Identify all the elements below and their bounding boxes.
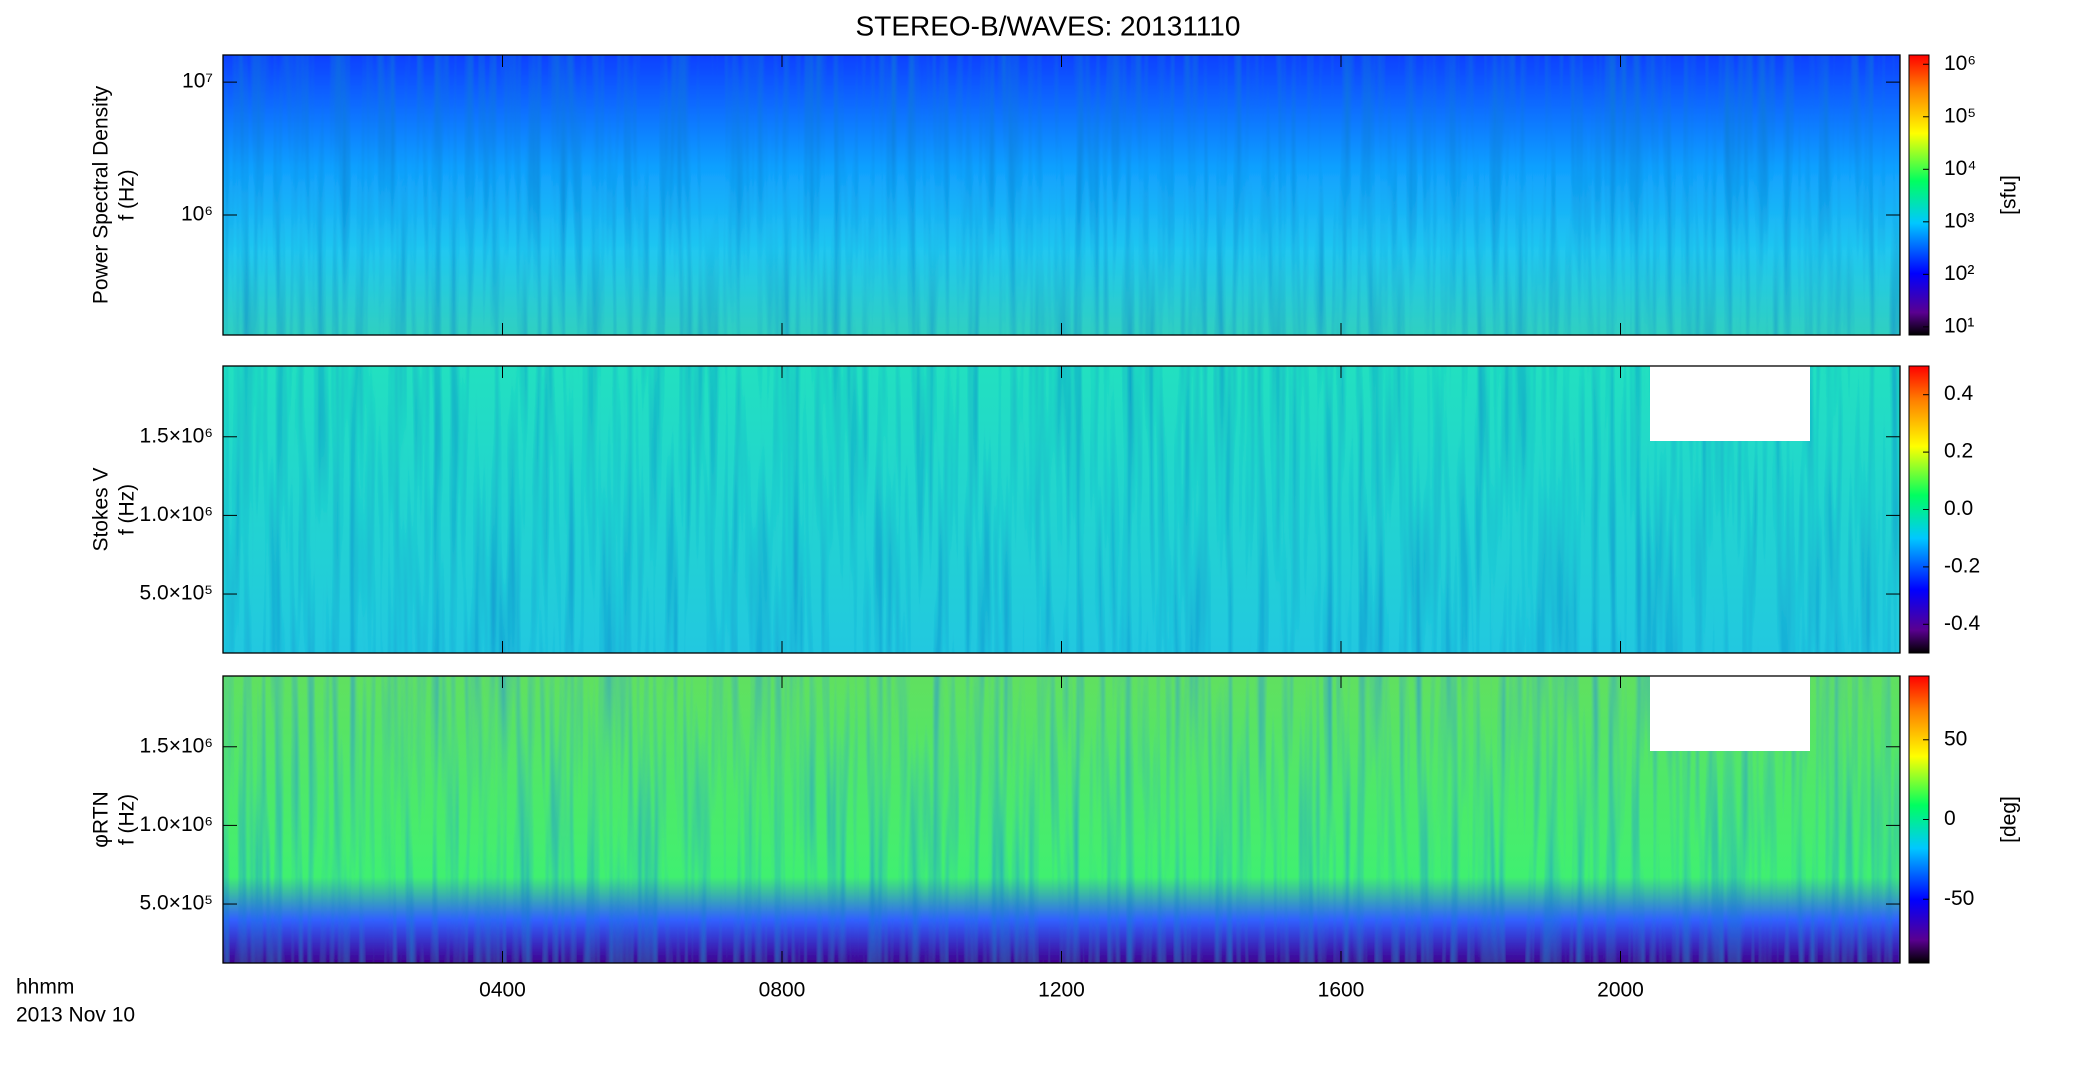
y-axis-label: Stokes V <box>90 467 113 551</box>
colorbar-tick-label: -50 <box>1944 887 1974 910</box>
y-axis-label: f (Hz) <box>116 484 139 535</box>
data-gap <box>1650 366 1810 441</box>
colorbar-tick-label: 10¹ <box>1944 314 1974 337</box>
spectrogram <box>223 676 1900 963</box>
colorbar-tick-label: 0.0 <box>1944 497 1973 520</box>
x-tick-label: 0400 <box>479 979 526 1002</box>
y-tick-label: 10⁷ <box>182 70 213 93</box>
colorbar-tick-label: 10² <box>1944 262 1974 285</box>
y-axis-label: f (Hz) <box>116 169 139 220</box>
colorbar-tick-label: 50 <box>1944 727 1967 750</box>
chart-title: STEREO-B/WAVES: 20131110 <box>856 10 1241 41</box>
y-tick-label: 1.0×10⁶ <box>140 503 213 526</box>
x-tick-label: 2000 <box>1597 979 1644 1002</box>
colorbar-tick-label: -0.4 <box>1944 612 1981 635</box>
date-label: 2013 Nov 10 <box>16 1004 135 1027</box>
colorbar-label: [deg] <box>1998 796 2021 843</box>
colorbar-tick-label: 10⁶ <box>1944 52 1976 75</box>
colorbar-tick-label: 0.2 <box>1944 440 1973 463</box>
colorbar-tick-label: -0.2 <box>1944 554 1980 577</box>
y-axis-label: φRTN <box>90 791 113 847</box>
spectrogram <box>223 55 1900 335</box>
colorbar-tick-label: 0 <box>1944 807 1956 830</box>
y-tick-label: 1.5×10⁶ <box>140 734 213 757</box>
colorbar-tick-label: 10³ <box>1944 209 1974 232</box>
y-axis-label: f (Hz) <box>116 794 139 845</box>
x-tick-label: 1200 <box>1038 979 1085 1002</box>
colorbar-tick-label: 0.4 <box>1944 382 1974 405</box>
y-tick-label: 1.5×10⁶ <box>140 424 213 447</box>
x-axis-label: hhmm <box>16 976 74 999</box>
colorbar-label: [sfu] <box>1998 175 2021 215</box>
x-tick-label: 1600 <box>1318 979 1365 1002</box>
data-gap <box>1650 676 1810 751</box>
colorbar-tick-label: 10⁵ <box>1944 104 1976 127</box>
colorbar-tick-label: 10⁴ <box>1944 157 1976 180</box>
y-tick-label: 1.0×10⁶ <box>140 813 213 836</box>
spectrogram <box>223 366 1900 653</box>
y-axis-label: Power Spectral Density <box>90 85 113 304</box>
x-tick-label: 0800 <box>759 979 806 1002</box>
colorbar <box>1908 54 1930 336</box>
y-tick-label: 5.0×10⁵ <box>139 582 213 605</box>
y-tick-label: 10⁶ <box>181 203 213 226</box>
y-tick-label: 5.0×10⁵ <box>139 892 213 915</box>
